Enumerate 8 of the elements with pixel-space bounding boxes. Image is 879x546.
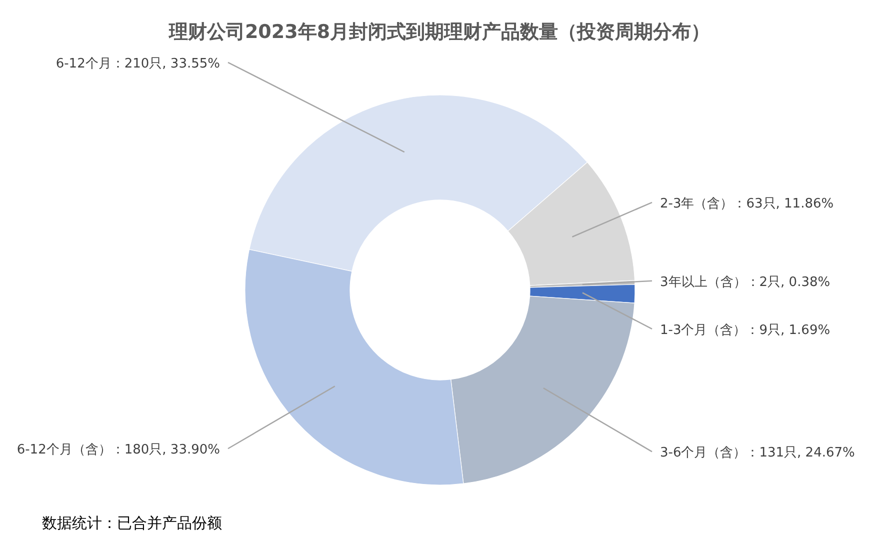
slice-label: 3-6个月（含）：131只, 24.67%: [660, 446, 855, 461]
slice-label: 6-12个月：210只, 33.55%: [56, 56, 220, 72]
slice-label: 1-3个月（含）：9只, 1.69%: [660, 322, 830, 338]
slice-label: 6-12个月（含）：180只, 33.90%: [16, 442, 220, 458]
slice-label: 3年以上（含）：2只, 0.38%: [660, 274, 830, 290]
slice-label: 2-3年（含）：63只, 11.86%: [660, 196, 834, 212]
chart-title: 理财公司2023年8月封闭式到期理财产品数量（投资周期分布）: [168, 21, 710, 43]
text: 数据统计：已合并产品份额: [42, 514, 222, 532]
